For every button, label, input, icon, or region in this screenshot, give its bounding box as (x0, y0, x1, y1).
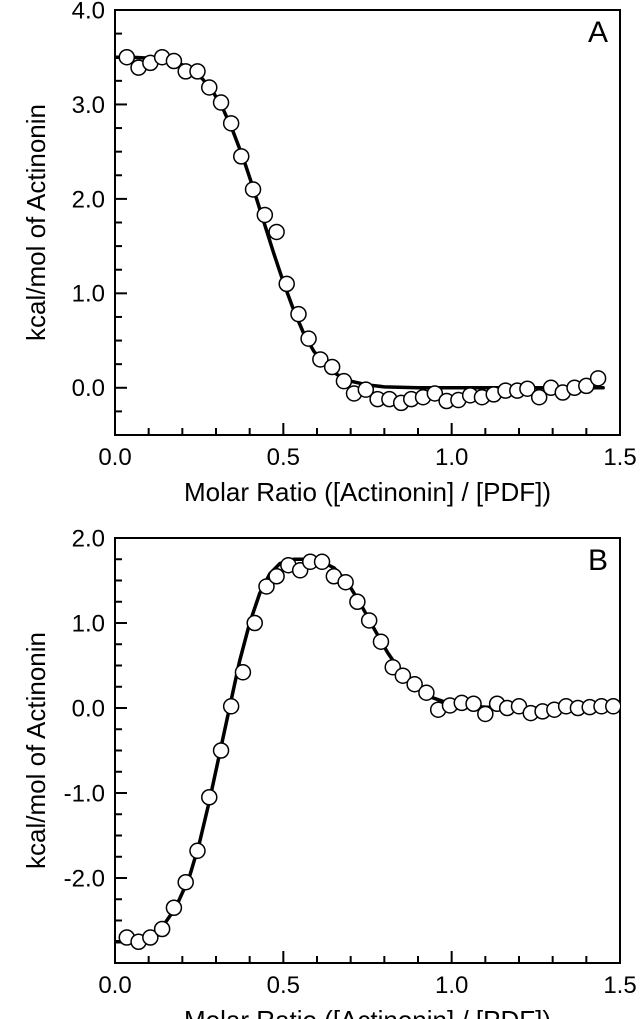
svg-text:Molar Ratio ([Actinonin] / [PD: Molar Ratio ([Actinonin] / [PDF]) (184, 1005, 551, 1019)
svg-text:1.0: 1.0 (72, 281, 105, 308)
svg-text:1.0: 1.0 (435, 444, 468, 471)
svg-text:2.0: 2.0 (72, 186, 105, 213)
svg-text:0.0: 0.0 (98, 444, 131, 471)
svg-text:1.5: 1.5 (603, 444, 636, 471)
svg-text:A: A (588, 16, 608, 49)
svg-text:0.0: 0.0 (98, 972, 131, 999)
svg-text:kcal/mol of Actinonin: kcal/mol of Actinonin (21, 104, 51, 341)
svg-text:0.0: 0.0 (72, 695, 105, 722)
svg-text:1.0: 1.0 (435, 972, 468, 999)
svg-text:0.0: 0.0 (72, 375, 105, 402)
svg-text:0.5: 0.5 (267, 972, 300, 999)
panel-a: 0.0 0.5 1.0 1.5 Molar Ratio ([Actinonin] / [… (0, 0, 644, 525)
panel-b: 0.0 0.5 1.0 1.5 Molar Ratio ([Actinonin] / [… (0, 525, 644, 1019)
chart-a-svg: 0.0 0.5 1.0 1.5 Molar Ratio ([Actinonin] / [… (0, 0, 644, 525)
chart-b-svg: 0.0 0.5 1.0 1.5 Molar Ratio ([Actinonin] / [… (0, 525, 644, 1019)
svg-text:4.0: 4.0 (72, 0, 105, 24)
svg-text:-2.0: -2.0 (64, 865, 105, 892)
svg-text:3.0: 3.0 (72, 92, 105, 119)
svg-text:0.5: 0.5 (267, 444, 300, 471)
svg-text:-1.0: -1.0 (64, 780, 105, 807)
svg-text:Molar Ratio ([Actinonin] / [PD: Molar Ratio ([Actinonin] / [PDF]) (184, 477, 551, 507)
svg-text:1.0: 1.0 (72, 610, 105, 637)
svg-text:1.5: 1.5 (603, 972, 636, 999)
svg-text:B: B (588, 544, 608, 577)
svg-text:kcal/mol of Actinonin: kcal/mol of Actinonin (21, 632, 51, 869)
svg-text:2.0: 2.0 (72, 525, 105, 552)
